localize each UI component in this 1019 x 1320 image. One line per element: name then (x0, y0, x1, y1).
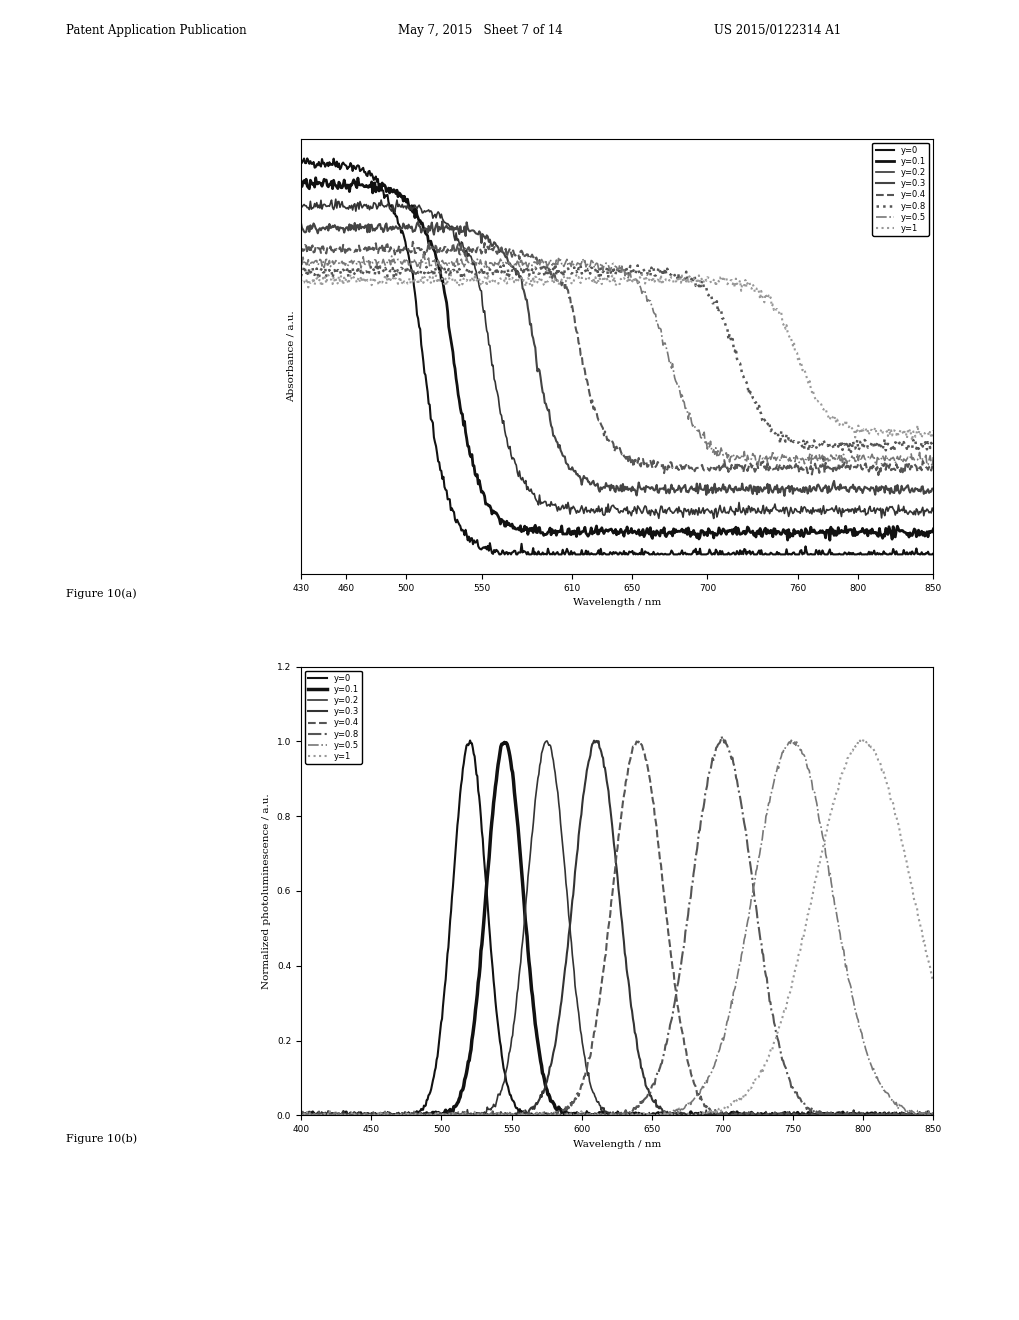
X-axis label: Wavelength / nm: Wavelength / nm (573, 598, 660, 607)
Text: Figure 10(a): Figure 10(a) (66, 589, 137, 599)
Legend: y=0, y=0.1, y=0.2, y=0.3, y=0.4, y=0.8, y=0.5, y=1: y=0, y=0.1, y=0.2, y=0.3, y=0.4, y=0.8, … (305, 671, 362, 764)
Y-axis label: Normalized photoluminescence / a.u.: Normalized photoluminescence / a.u. (262, 793, 271, 989)
Legend: y=0, y=0.1, y=0.2, y=0.3, y=0.4, y=0.8, y=0.5, y=1: y=0, y=0.1, y=0.2, y=0.3, y=0.4, y=0.8, … (871, 143, 928, 236)
Text: US 2015/0122314 A1: US 2015/0122314 A1 (713, 24, 841, 37)
Text: May 7, 2015   Sheet 7 of 14: May 7, 2015 Sheet 7 of 14 (397, 24, 562, 37)
Y-axis label: Absorbance / a.u.: Absorbance / a.u. (286, 310, 296, 403)
Text: Figure 10(b): Figure 10(b) (66, 1134, 138, 1144)
X-axis label: Wavelength / nm: Wavelength / nm (573, 1139, 660, 1148)
Text: Patent Application Publication: Patent Application Publication (66, 24, 247, 37)
